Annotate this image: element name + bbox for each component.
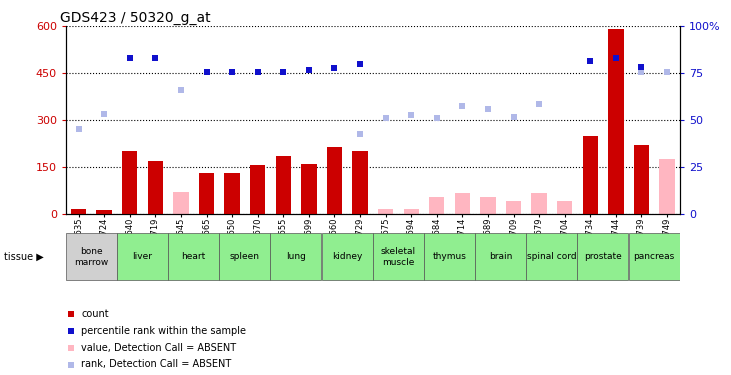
Text: prostate: prostate	[584, 252, 622, 261]
Point	[635, 69, 648, 75]
Bar	[96, 210, 112, 214]
Bar	[224, 173, 240, 214]
Bar	[71, 209, 86, 214]
Point	[354, 61, 366, 67]
Point	[354, 131, 366, 137]
Point	[507, 114, 519, 120]
Bar	[608, 29, 624, 214]
Bar	[506, 201, 521, 214]
Bar	[301, 164, 317, 214]
Bar	[429, 196, 444, 214]
Point	[431, 116, 442, 122]
Bar	[424, 234, 475, 280]
Text: value, Detection Call = ABSENT: value, Detection Call = ABSENT	[81, 343, 236, 352]
Bar	[404, 209, 419, 214]
Point	[277, 69, 289, 75]
Bar	[659, 159, 675, 214]
Bar	[96, 210, 112, 214]
Bar	[148, 160, 163, 214]
Bar	[250, 165, 265, 214]
Bar	[66, 234, 117, 280]
Point	[412, 120, 423, 126]
Bar	[122, 151, 137, 214]
Bar	[480, 196, 496, 214]
Point	[661, 69, 673, 75]
Text: skeletal
muscle: skeletal muscle	[381, 247, 416, 267]
Point	[98, 111, 110, 117]
Bar	[634, 145, 649, 214]
Point	[456, 103, 469, 109]
Bar	[327, 147, 342, 214]
Point	[73, 126, 84, 132]
Bar	[117, 234, 168, 280]
Bar	[270, 234, 322, 280]
Point	[482, 106, 494, 112]
Text: rank, Detection Call = ABSENT: rank, Detection Call = ABSENT	[81, 360, 232, 369]
Bar	[71, 209, 86, 214]
Text: thymus: thymus	[433, 252, 466, 261]
Bar	[557, 201, 572, 214]
Bar	[322, 234, 373, 280]
Bar	[475, 234, 526, 280]
Bar	[373, 234, 424, 280]
Point	[380, 116, 392, 122]
Text: spleen: spleen	[230, 252, 260, 261]
Point	[200, 69, 212, 75]
Point	[149, 54, 161, 60]
Point	[251, 69, 263, 75]
Text: count: count	[81, 309, 109, 319]
Point	[175, 87, 187, 93]
Point	[585, 58, 596, 64]
Point	[226, 69, 238, 75]
Point	[124, 54, 136, 60]
Bar	[352, 151, 368, 214]
Text: bone
marrow: bone marrow	[75, 247, 108, 267]
Text: kidney: kidney	[332, 252, 363, 261]
Bar	[629, 234, 680, 280]
Text: heart: heart	[181, 252, 206, 261]
Text: GDS423 / 50320_g_at: GDS423 / 50320_g_at	[60, 11, 211, 25]
Text: spinal cord: spinal cord	[527, 252, 577, 261]
Bar	[378, 209, 393, 214]
Text: pancreas: pancreas	[634, 252, 675, 261]
Text: tissue ▶: tissue ▶	[4, 252, 43, 262]
Text: brain: brain	[489, 252, 512, 261]
Point	[412, 273, 423, 279]
Point	[610, 54, 621, 60]
Text: lung: lung	[286, 252, 306, 261]
Bar	[531, 194, 547, 214]
Bar	[583, 136, 598, 214]
Bar	[276, 156, 291, 214]
Bar	[173, 192, 189, 214]
Point	[585, 58, 596, 64]
Text: percentile rank within the sample: percentile rank within the sample	[81, 326, 246, 336]
Bar	[526, 234, 577, 280]
Point	[635, 64, 648, 70]
Bar	[455, 194, 470, 214]
Point	[534, 101, 545, 107]
Point	[303, 67, 315, 73]
Bar	[199, 173, 214, 214]
Text: liver: liver	[132, 252, 153, 261]
Point	[329, 65, 341, 71]
Bar	[168, 234, 219, 280]
Bar	[577, 234, 629, 280]
Point	[405, 112, 417, 118]
Bar	[219, 234, 270, 280]
